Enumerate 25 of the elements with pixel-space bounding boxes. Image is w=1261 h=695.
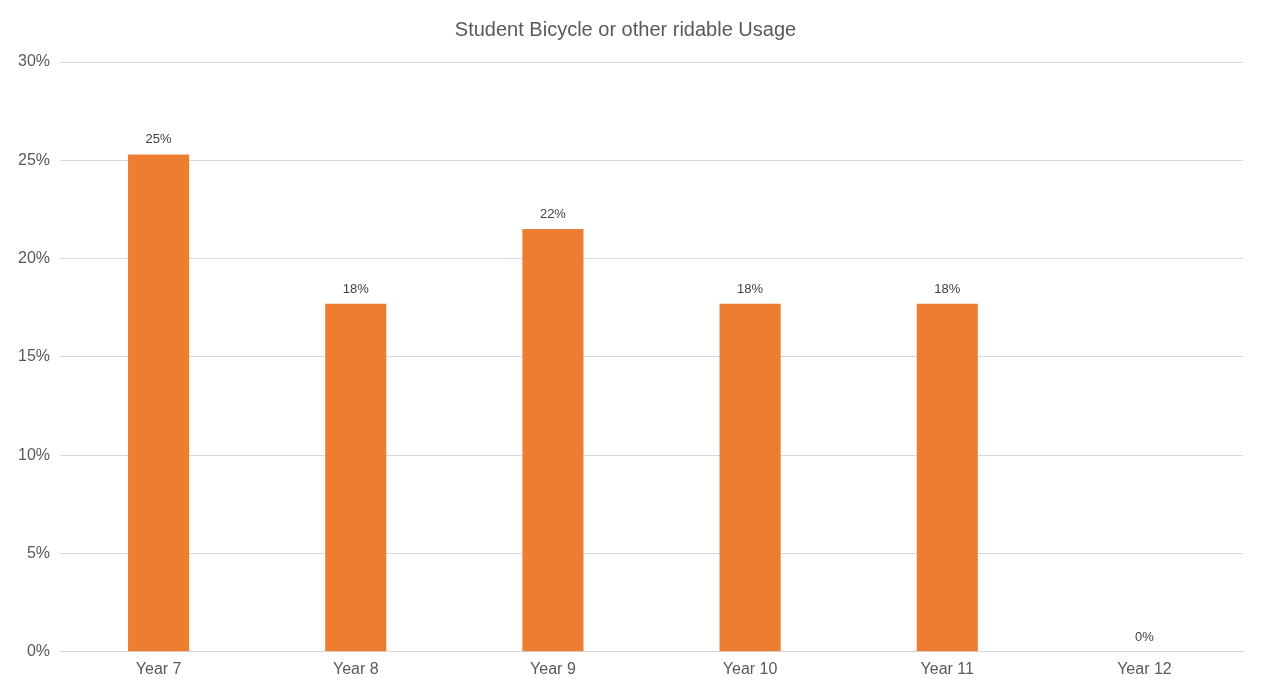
chart-title: Student Bicycle or other ridable Usage <box>454 17 797 40</box>
y-tick-label: 10% <box>17 445 51 463</box>
x-tick-label: Year 10 <box>722 659 778 677</box>
x-tick-label: Year 11 <box>920 659 975 677</box>
bar <box>128 154 190 652</box>
data-label: 0% <box>1135 628 1155 644</box>
y-tick-label: 0% <box>26 642 51 660</box>
x-tick-label: Year 8 <box>332 659 379 677</box>
y-tick-label: 5% <box>26 543 51 561</box>
bar <box>916 303 978 652</box>
y-tick-label: 15% <box>17 347 51 365</box>
data-label: 25% <box>145 131 173 147</box>
data-label: 18% <box>342 280 370 296</box>
data-label: 18% <box>934 280 961 296</box>
bar <box>719 303 781 652</box>
x-tick-label: Year 7 <box>135 659 182 677</box>
y-tick-label: 20% <box>17 249 51 267</box>
y-tick-label: 30% <box>17 52 51 70</box>
y-tick-label: 25% <box>17 150 51 168</box>
data-label: 22% <box>539 206 567 222</box>
x-tick-label: Year 9 <box>530 659 576 677</box>
bar <box>325 303 387 652</box>
x-tick-label: Year 12 <box>1117 659 1172 677</box>
bar <box>522 229 584 652</box>
data-label: 18% <box>737 280 764 296</box>
